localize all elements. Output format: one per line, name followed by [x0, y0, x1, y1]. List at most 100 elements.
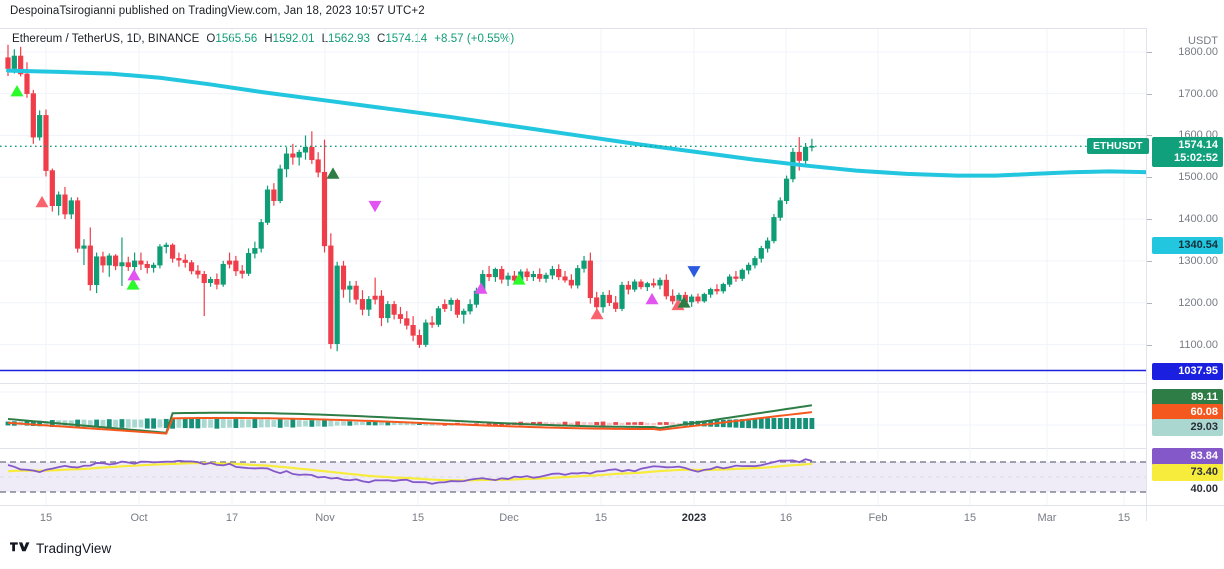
candle-body	[182, 259, 188, 263]
price-axis-unit: USDT	[1188, 35, 1218, 47]
oscillator-bar	[391, 422, 397, 426]
candle-body	[442, 304, 448, 309]
candle-body	[777, 200, 783, 218]
legend-close-value: 1574.14	[385, 33, 428, 45]
price-axis-tick-label: 1100.00	[1179, 338, 1218, 351]
candle-body	[461, 310, 467, 315]
oscillator-bar	[303, 420, 308, 427]
price-axis-tick-label: 1200.00	[1178, 296, 1218, 309]
oscillator-bar	[372, 421, 378, 426]
oscillator-bar	[600, 421, 606, 426]
oscillator-bar	[398, 422, 403, 426]
candle-body	[378, 295, 385, 319]
oscillator-bar	[657, 422, 663, 425]
candle-body	[689, 296, 695, 303]
legend-symbol[interactable]: Ethereum / TetherUS, 1D, BINANCE	[12, 33, 200, 45]
time-axis-tick-label: 15	[411, 512, 425, 524]
support-level-badge[interactable]: 1037.95	[1152, 363, 1223, 381]
candle-body	[334, 265, 340, 345]
candle-body	[632, 281, 638, 290]
oscillator-bar	[176, 419, 182, 428]
indicator-badge-60[interactable]: 60.08	[1152, 404, 1223, 421]
oscillator-bar	[493, 423, 498, 426]
candle-body	[448, 299, 454, 305]
last-price-badge[interactable]: 1574.14 15:02:52	[1152, 137, 1223, 168]
candle-body	[169, 244, 176, 259]
candle-body	[429, 322, 435, 325]
ma-value-badge-value: 1340.54	[1178, 238, 1218, 251]
candle-body	[701, 294, 707, 302]
oscillator-bar	[765, 418, 770, 429]
candle-body	[556, 268, 562, 278]
oscillator-bar	[271, 420, 277, 427]
oscillator-bar	[727, 419, 733, 428]
price-axis[interactable]: USDT 1800.00 1700.00 1600.00 1500.00 1400.00…	[1146, 28, 1224, 521]
oscillator-bar	[328, 420, 334, 427]
oscillator-bar	[695, 420, 701, 427]
candle-body	[30, 93, 36, 138]
oscillator-bar	[429, 423, 435, 426]
candle-body	[410, 325, 416, 336]
oscillator-bar	[214, 418, 220, 429]
candle-body	[625, 284, 631, 290]
time-axis[interactable]: 15 Oct 17 Nov 15 Dec 15 2023 16 Feb 15 Mar 15	[0, 505, 1224, 531]
oscillator-bar	[543, 421, 549, 426]
time-axis-tick-label: Mar	[1037, 512, 1057, 524]
legend-close-label: C	[376, 33, 386, 45]
candle-body	[543, 274, 549, 279]
candle-body	[714, 289, 720, 292]
price-axis-tick	[1147, 93, 1152, 95]
oscillator-bar	[606, 422, 612, 426]
oscillator-bar	[182, 418, 188, 429]
symbol-price-tag: ETHUSDT	[1087, 138, 1149, 155]
indicator-badge-89-value: 89.11	[1191, 391, 1218, 403]
candle-body	[138, 260, 144, 265]
oscillator-bar	[106, 419, 112, 428]
indicator-badge-40[interactable]: 40.00	[1152, 481, 1223, 498]
signal-marker-triangle-up	[512, 273, 526, 285]
oscillator-bar	[486, 423, 492, 426]
candle-body	[796, 151, 802, 161]
ma-value-badge[interactable]: 1340.54	[1152, 236, 1223, 254]
header-separator	[0, 28, 1224, 29]
signal-marker-triangle-up	[35, 195, 49, 208]
candle-body	[802, 146, 809, 161]
indicator-badge-29[interactable]: 29.03	[1152, 419, 1223, 436]
pane-separator-1	[0, 383, 1224, 384]
oscillator-pane	[0, 391, 1146, 435]
time-axis-tick-label: Dec	[499, 512, 519, 524]
oscillator-bar	[43, 421, 49, 426]
time-axis-tick-label: 16	[779, 512, 793, 524]
last-price-badge-time: 15:02:52	[1173, 152, 1218, 165]
legend-low-value: 1562.93	[328, 33, 370, 45]
price-axis-tick-label: 1300.00	[1178, 254, 1218, 267]
candle-body	[11, 55, 17, 69]
oscillator-bar	[619, 422, 625, 426]
candle-body	[568, 279, 574, 286]
oscillator-bar	[284, 420, 289, 427]
signal-marker-triangle-up	[126, 278, 140, 290]
oscillator-bar	[296, 420, 302, 427]
candle-body	[385, 304, 391, 319]
candle-body	[258, 222, 264, 249]
oscillator-bar	[651, 422, 657, 426]
oscillator-bar	[290, 419, 296, 428]
oscillator-bar	[379, 421, 384, 426]
indicator-badge-83[interactable]: 83.84	[1152, 448, 1223, 465]
indicator-badge-73[interactable]: 73.40	[1152, 464, 1223, 481]
candle-body	[264, 189, 271, 223]
oscillator-bar	[701, 420, 707, 427]
oscillator-bar	[752, 418, 758, 429]
candle-body	[163, 244, 169, 247]
signal-marker-triangle-up	[645, 292, 659, 305]
candle-body	[423, 322, 429, 345]
candle-body	[783, 178, 790, 201]
oscillator-bar	[189, 418, 194, 429]
candle-body	[549, 268, 555, 276]
candle-body	[150, 264, 157, 268]
indicator-badge-89[interactable]: 89.11	[1152, 389, 1223, 406]
candle-body	[144, 263, 150, 268]
oscillator-bar	[30, 420, 36, 427]
candle-body	[663, 279, 669, 297]
